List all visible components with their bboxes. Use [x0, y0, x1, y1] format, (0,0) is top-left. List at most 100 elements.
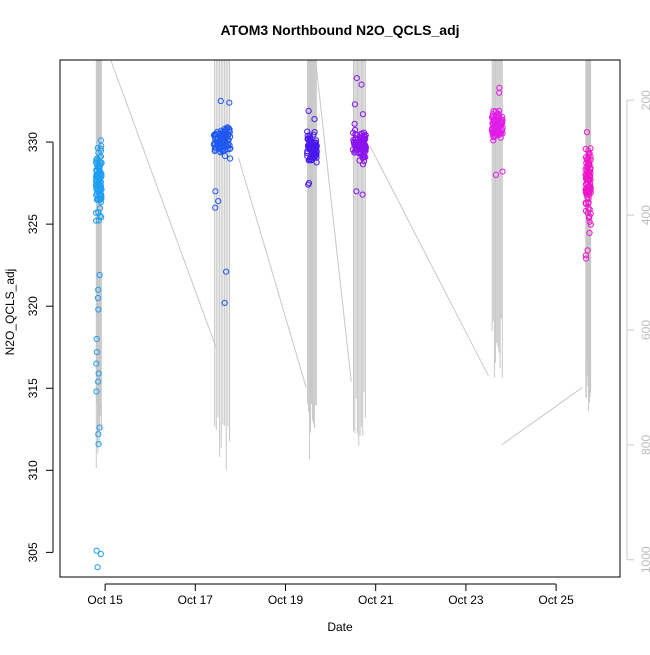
- n2o-point: [93, 335, 100, 343]
- n2o-point: [489, 129, 496, 136]
- y-tick-label: 320: [26, 296, 40, 316]
- n2o-point: [499, 119, 506, 127]
- pressure-connector-line: [110, 59, 217, 348]
- n2o-point: [361, 146, 368, 153]
- n2o-point: [221, 299, 228, 306]
- n2o-point: [95, 179, 102, 186]
- n2o-point: [582, 200, 590, 207]
- n2o-point: [94, 294, 102, 302]
- n2o-point: [351, 101, 358, 108]
- n2o-point: [97, 550, 104, 558]
- n2o-point: [359, 154, 366, 161]
- n2o-point: [359, 143, 367, 150]
- n2o-point: [585, 214, 593, 222]
- pressure-connector-line: [238, 157, 307, 388]
- n2o-point: [227, 155, 234, 162]
- n2o-series: [92, 75, 594, 571]
- pressure-connector-line: [369, 145, 489, 377]
- n2o-point: [359, 191, 366, 198]
- x-axis: Oct 15 Oct 17 Oct 19 Oct 21 Oct 23 Oct 25: [87, 583, 574, 607]
- y-axis-label: N2O_QCLS_adj: [3, 269, 17, 356]
- x-tick-label: Oct 19: [268, 593, 304, 607]
- n2o-point: [226, 129, 233, 136]
- n2o-point: [95, 286, 102, 293]
- n2o-point: [93, 196, 101, 203]
- n2o-point: [583, 255, 590, 262]
- y-axis-left: 305 310 315 320 325 330: [26, 132, 54, 562]
- n2o-point: [585, 205, 592, 212]
- n2o-point: [221, 152, 229, 160]
- n2o-point: [93, 360, 100, 367]
- y-tick-label: 325: [26, 214, 40, 234]
- n2o-point: [217, 97, 224, 105]
- n2o-point: [358, 81, 365, 88]
- y-tick-label: 330: [26, 132, 40, 152]
- n2o-point: [499, 113, 506, 121]
- n2o-point: [223, 268, 230, 275]
- n2o-point: [95, 431, 102, 438]
- n2o-point: [214, 135, 221, 142]
- n2o-point: [304, 128, 311, 135]
- n2o-point: [95, 441, 102, 448]
- n2o-point: [93, 349, 101, 356]
- n2o-point: [218, 130, 225, 137]
- n2o-point: [92, 209, 100, 216]
- n2o-point: [361, 148, 368, 156]
- n2o-point: [95, 306, 102, 313]
- n2o-point: [359, 136, 366, 143]
- n2o-point: [582, 252, 590, 259]
- n2o-point: [211, 147, 218, 155]
- n2o-point: [93, 185, 100, 193]
- n2o-point: [93, 217, 100, 224]
- n2o-point: [358, 139, 365, 146]
- n2o-point: [313, 147, 320, 154]
- chart-title: ATOM3 Northbound N2O_QCLS_adj: [220, 22, 459, 38]
- n2o-point: [311, 116, 318, 123]
- n2o-point: [586, 229, 593, 237]
- y2-tick-label: 600: [639, 320, 650, 340]
- n2o-point: [219, 131, 226, 138]
- n2o-point: [212, 188, 219, 195]
- n2o-point: [95, 160, 102, 167]
- n2o-point: [95, 209, 102, 216]
- n2o-point: [94, 564, 101, 571]
- n2o-point: [224, 141, 231, 148]
- n2o-point: [582, 145, 589, 153]
- n2o-point: [584, 156, 591, 164]
- n2o-point: [353, 188, 360, 195]
- y-tick-label: 305: [26, 542, 40, 562]
- n2o-point: [97, 196, 104, 203]
- n2o-point: [359, 161, 367, 168]
- n2o-point: [221, 137, 228, 144]
- n2o-point: [97, 147, 105, 154]
- n2o-point: [493, 129, 500, 136]
- n2o-point: [93, 388, 100, 395]
- plot-frame: [59, 59, 621, 578]
- x-tick-label: Oct 25: [538, 593, 574, 607]
- n2o-point: [496, 89, 503, 96]
- y2-tick-label: 1000: [639, 546, 650, 573]
- n2o-point: [495, 114, 503, 121]
- pressure-series: [95, 59, 592, 470]
- n2o-point: [313, 137, 320, 144]
- n2o-point: [361, 158, 368, 165]
- n2o-point: [488, 114, 496, 121]
- n2o-point: [499, 168, 506, 175]
- n2o-point: [583, 174, 590, 181]
- pressure-connector-line: [501, 387, 583, 446]
- n2o-point: [226, 99, 233, 106]
- n2o-point: [212, 144, 219, 151]
- x-tick-label: Oct 21: [358, 593, 394, 607]
- n2o-point: [93, 547, 100, 554]
- n2o-point: [586, 150, 593, 157]
- n2o-point: [587, 166, 594, 173]
- n2o-point: [306, 157, 313, 164]
- x-tick-label: Oct 23: [448, 593, 484, 607]
- n2o-point: [94, 164, 101, 171]
- y2-tick-label: 800: [639, 435, 650, 455]
- n2o-point: [305, 107, 312, 115]
- n2o-point: [96, 424, 103, 431]
- n2o-point: [584, 187, 591, 194]
- n2o-point: [351, 120, 358, 127]
